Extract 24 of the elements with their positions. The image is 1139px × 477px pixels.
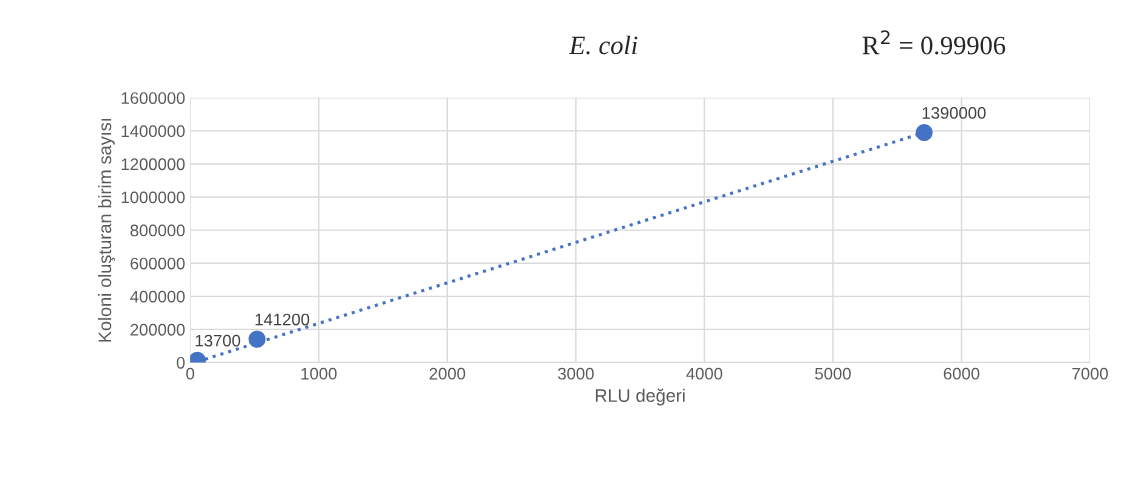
y-tick-label: 400000: [130, 290, 185, 303]
data-label: 13700: [195, 334, 241, 347]
y-tick-label: 600000: [130, 257, 185, 270]
x-tick-label: 6000: [943, 367, 980, 380]
chart-title: E. coli: [568, 35, 638, 55]
y-tick-label: 1400000: [121, 125, 185, 138]
data-label: 1390000: [922, 107, 986, 119]
y-tick-label: 200000: [130, 323, 185, 336]
y-tick-label: 0: [176, 356, 185, 369]
x-tick-label: 2000: [429, 367, 466, 380]
x-tick-label: 1000: [301, 367, 337, 380]
x-tick-label: 0: [186, 367, 195, 380]
x-tick-label: 7000: [1072, 367, 1108, 380]
y-tick-label: 1000000: [121, 191, 185, 204]
y-tick-label: 1600000: [121, 92, 185, 104]
y-axis-title: Koloni oluşturan birim sayısı: [98, 118, 115, 342]
y-tick-label: 800000: [130, 224, 185, 237]
data-label: 141200: [255, 313, 310, 326]
x-tick-label: 3000: [557, 367, 594, 380]
y-tick-label: 1200000: [121, 158, 185, 171]
x-axis-title: RLU değeri: [595, 388, 685, 406]
x-tick-label: 4000: [686, 367, 723, 380]
text: R$^{2}$ = 0.99906: [862, 30, 1006, 55]
x-tick-label: 5000: [815, 367, 851, 380]
